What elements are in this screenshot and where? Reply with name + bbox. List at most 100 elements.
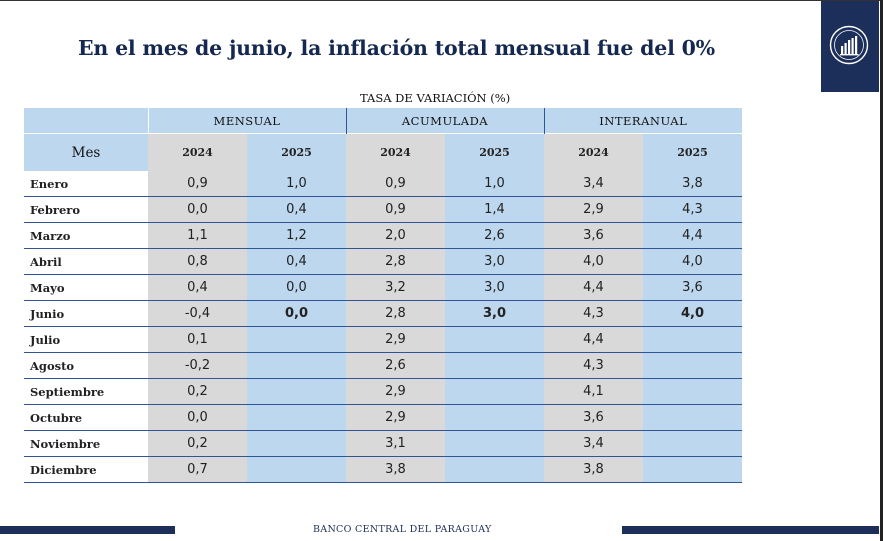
- value-cell: 2,9: [544, 196, 643, 223]
- value-cell: 3,8: [643, 171, 742, 197]
- value-cell: 3,4: [544, 171, 643, 197]
- year-header: 2025: [445, 133, 544, 171]
- month-cell: Diciembre: [24, 456, 148, 483]
- value-cell: 0,9: [148, 171, 247, 197]
- month-cell: Septiembre: [24, 378, 148, 405]
- value-cell: 0,9: [346, 196, 445, 223]
- value-cell: [643, 378, 742, 405]
- value-cell: 4,4: [544, 274, 643, 301]
- value-cell: 4,0: [544, 248, 643, 275]
- year-header-row: Mes 2024 2025 2024 2025 2024 2025: [24, 133, 742, 171]
- year-header: 2025: [247, 133, 346, 171]
- top-frame-line: [0, 0, 883, 1]
- table-row: Enero 0,9 1,0 0,9 1,0 3,4 3,8: [24, 171, 742, 197]
- value-cell: [445, 404, 544, 431]
- value-cell: 0,8: [148, 248, 247, 275]
- value-cell: [247, 378, 346, 405]
- value-cell: 0,2: [148, 430, 247, 457]
- value-cell: 2,8: [346, 248, 445, 275]
- value-cell: 2,8: [346, 300, 445, 327]
- value-cell: [643, 326, 742, 353]
- table-row: Junio -0,4 0,0 2,8 3,0 4,3 4,0: [24, 300, 742, 327]
- value-cell: 0,4: [148, 274, 247, 301]
- value-cell: [445, 352, 544, 379]
- value-cell: 4,4: [643, 222, 742, 249]
- month-cell: Noviembre: [24, 430, 148, 457]
- month-cell: Febrero: [24, 196, 148, 223]
- footer-bar-right: [622, 526, 879, 534]
- table-row: Marzo 1,1 1,2 2,0 2,6 3,6 4,4: [24, 222, 742, 249]
- table-row: Febrero 0,0 0,4 0,9 1,4 2,9 4,3: [24, 196, 742, 223]
- year-header: 2024: [544, 133, 643, 171]
- value-cell: 0,9: [346, 171, 445, 197]
- month-cell: Marzo: [24, 222, 148, 249]
- value-cell: 0,0: [148, 196, 247, 223]
- table-row: Agosto -0,2 2,6 4,3: [24, 352, 742, 379]
- value-cell: 3,8: [346, 456, 445, 483]
- value-cell: 2,9: [346, 378, 445, 405]
- value-cell: [643, 456, 742, 483]
- table-row: Septiembre 0,2 2,9 4,1: [24, 378, 742, 405]
- footer-text: BANCO CENTRAL DEL PARAGUAY: [313, 524, 492, 535]
- value-cell: 4,4: [544, 326, 643, 353]
- month-cell: Enero: [24, 171, 148, 197]
- value-cell: 1,2: [247, 222, 346, 249]
- value-cell: 4,3: [544, 352, 643, 379]
- value-cell: 0,0: [148, 404, 247, 431]
- footer-bar-left: [0, 526, 175, 534]
- value-cell: [445, 430, 544, 457]
- value-cell: 4,0: [643, 300, 742, 327]
- value-cell: 4,1: [544, 378, 643, 405]
- value-cell: 4,0: [643, 248, 742, 275]
- value-cell: [643, 404, 742, 431]
- value-cell: 3,4: [544, 430, 643, 457]
- value-cell: [643, 352, 742, 379]
- value-cell: [445, 456, 544, 483]
- value-cell: 2,9: [346, 404, 445, 431]
- value-cell: 4,3: [544, 300, 643, 327]
- value-cell: 3,0: [445, 274, 544, 301]
- group-header-blank: [24, 108, 149, 134]
- value-cell: -0,4: [148, 300, 247, 327]
- value-cell: 0,2: [148, 378, 247, 405]
- value-cell: 0,1: [148, 326, 247, 353]
- table-row: Noviembre 0,2 3,1 3,4: [24, 430, 742, 457]
- inflation-table: MENSUAL ACUMULADA INTERANUAL Mes 2024 20…: [24, 108, 742, 483]
- year-header: 2024: [148, 133, 247, 171]
- value-cell: [643, 430, 742, 457]
- month-cell: Mayo: [24, 274, 148, 301]
- value-cell: [247, 430, 346, 457]
- value-cell: -0,2: [148, 352, 247, 379]
- value-cell: 3,2: [346, 274, 445, 301]
- value-cell: [445, 378, 544, 405]
- table-row: Julio 0,1 2,9 4,4: [24, 326, 742, 353]
- value-cell: [247, 326, 346, 353]
- value-cell: 0,4: [247, 196, 346, 223]
- value-cell: 1,4: [445, 196, 544, 223]
- month-cell: Octubre: [24, 404, 148, 431]
- value-cell: [247, 404, 346, 431]
- month-cell: Abril: [24, 248, 148, 275]
- value-cell: [247, 352, 346, 379]
- value-cell: [445, 326, 544, 353]
- value-cell: 3,1: [346, 430, 445, 457]
- value-cell: 3,0: [445, 248, 544, 275]
- table-row: Diciembre 0,7 3,8 3,8: [24, 456, 742, 483]
- slide-title: En el mes de junio, la inflación total m…: [78, 36, 715, 60]
- value-cell: 0,4: [247, 248, 346, 275]
- table-row: Abril 0,8 0,4 2,8 3,0 4,0 4,0: [24, 248, 742, 275]
- group-header-interanual: INTERANUAL: [544, 108, 742, 134]
- month-cell: Julio: [24, 326, 148, 353]
- group-header-acumulada: ACUMULADA: [346, 108, 545, 134]
- value-cell: 3,6: [643, 274, 742, 301]
- group-header-row: MENSUAL ACUMULADA INTERANUAL: [24, 108, 742, 134]
- value-cell: [247, 456, 346, 483]
- value-cell: 2,6: [445, 222, 544, 249]
- year-header: 2025: [643, 133, 742, 171]
- value-cell: 1,0: [247, 171, 346, 197]
- value-cell: 2,0: [346, 222, 445, 249]
- value-cell: 0,0: [247, 300, 346, 327]
- table-subtitle: TASA DE VARIACIÓN (%): [360, 91, 511, 105]
- value-cell: 3,0: [445, 300, 544, 327]
- table-row: Octubre 0,0 2,9 3,6: [24, 404, 742, 431]
